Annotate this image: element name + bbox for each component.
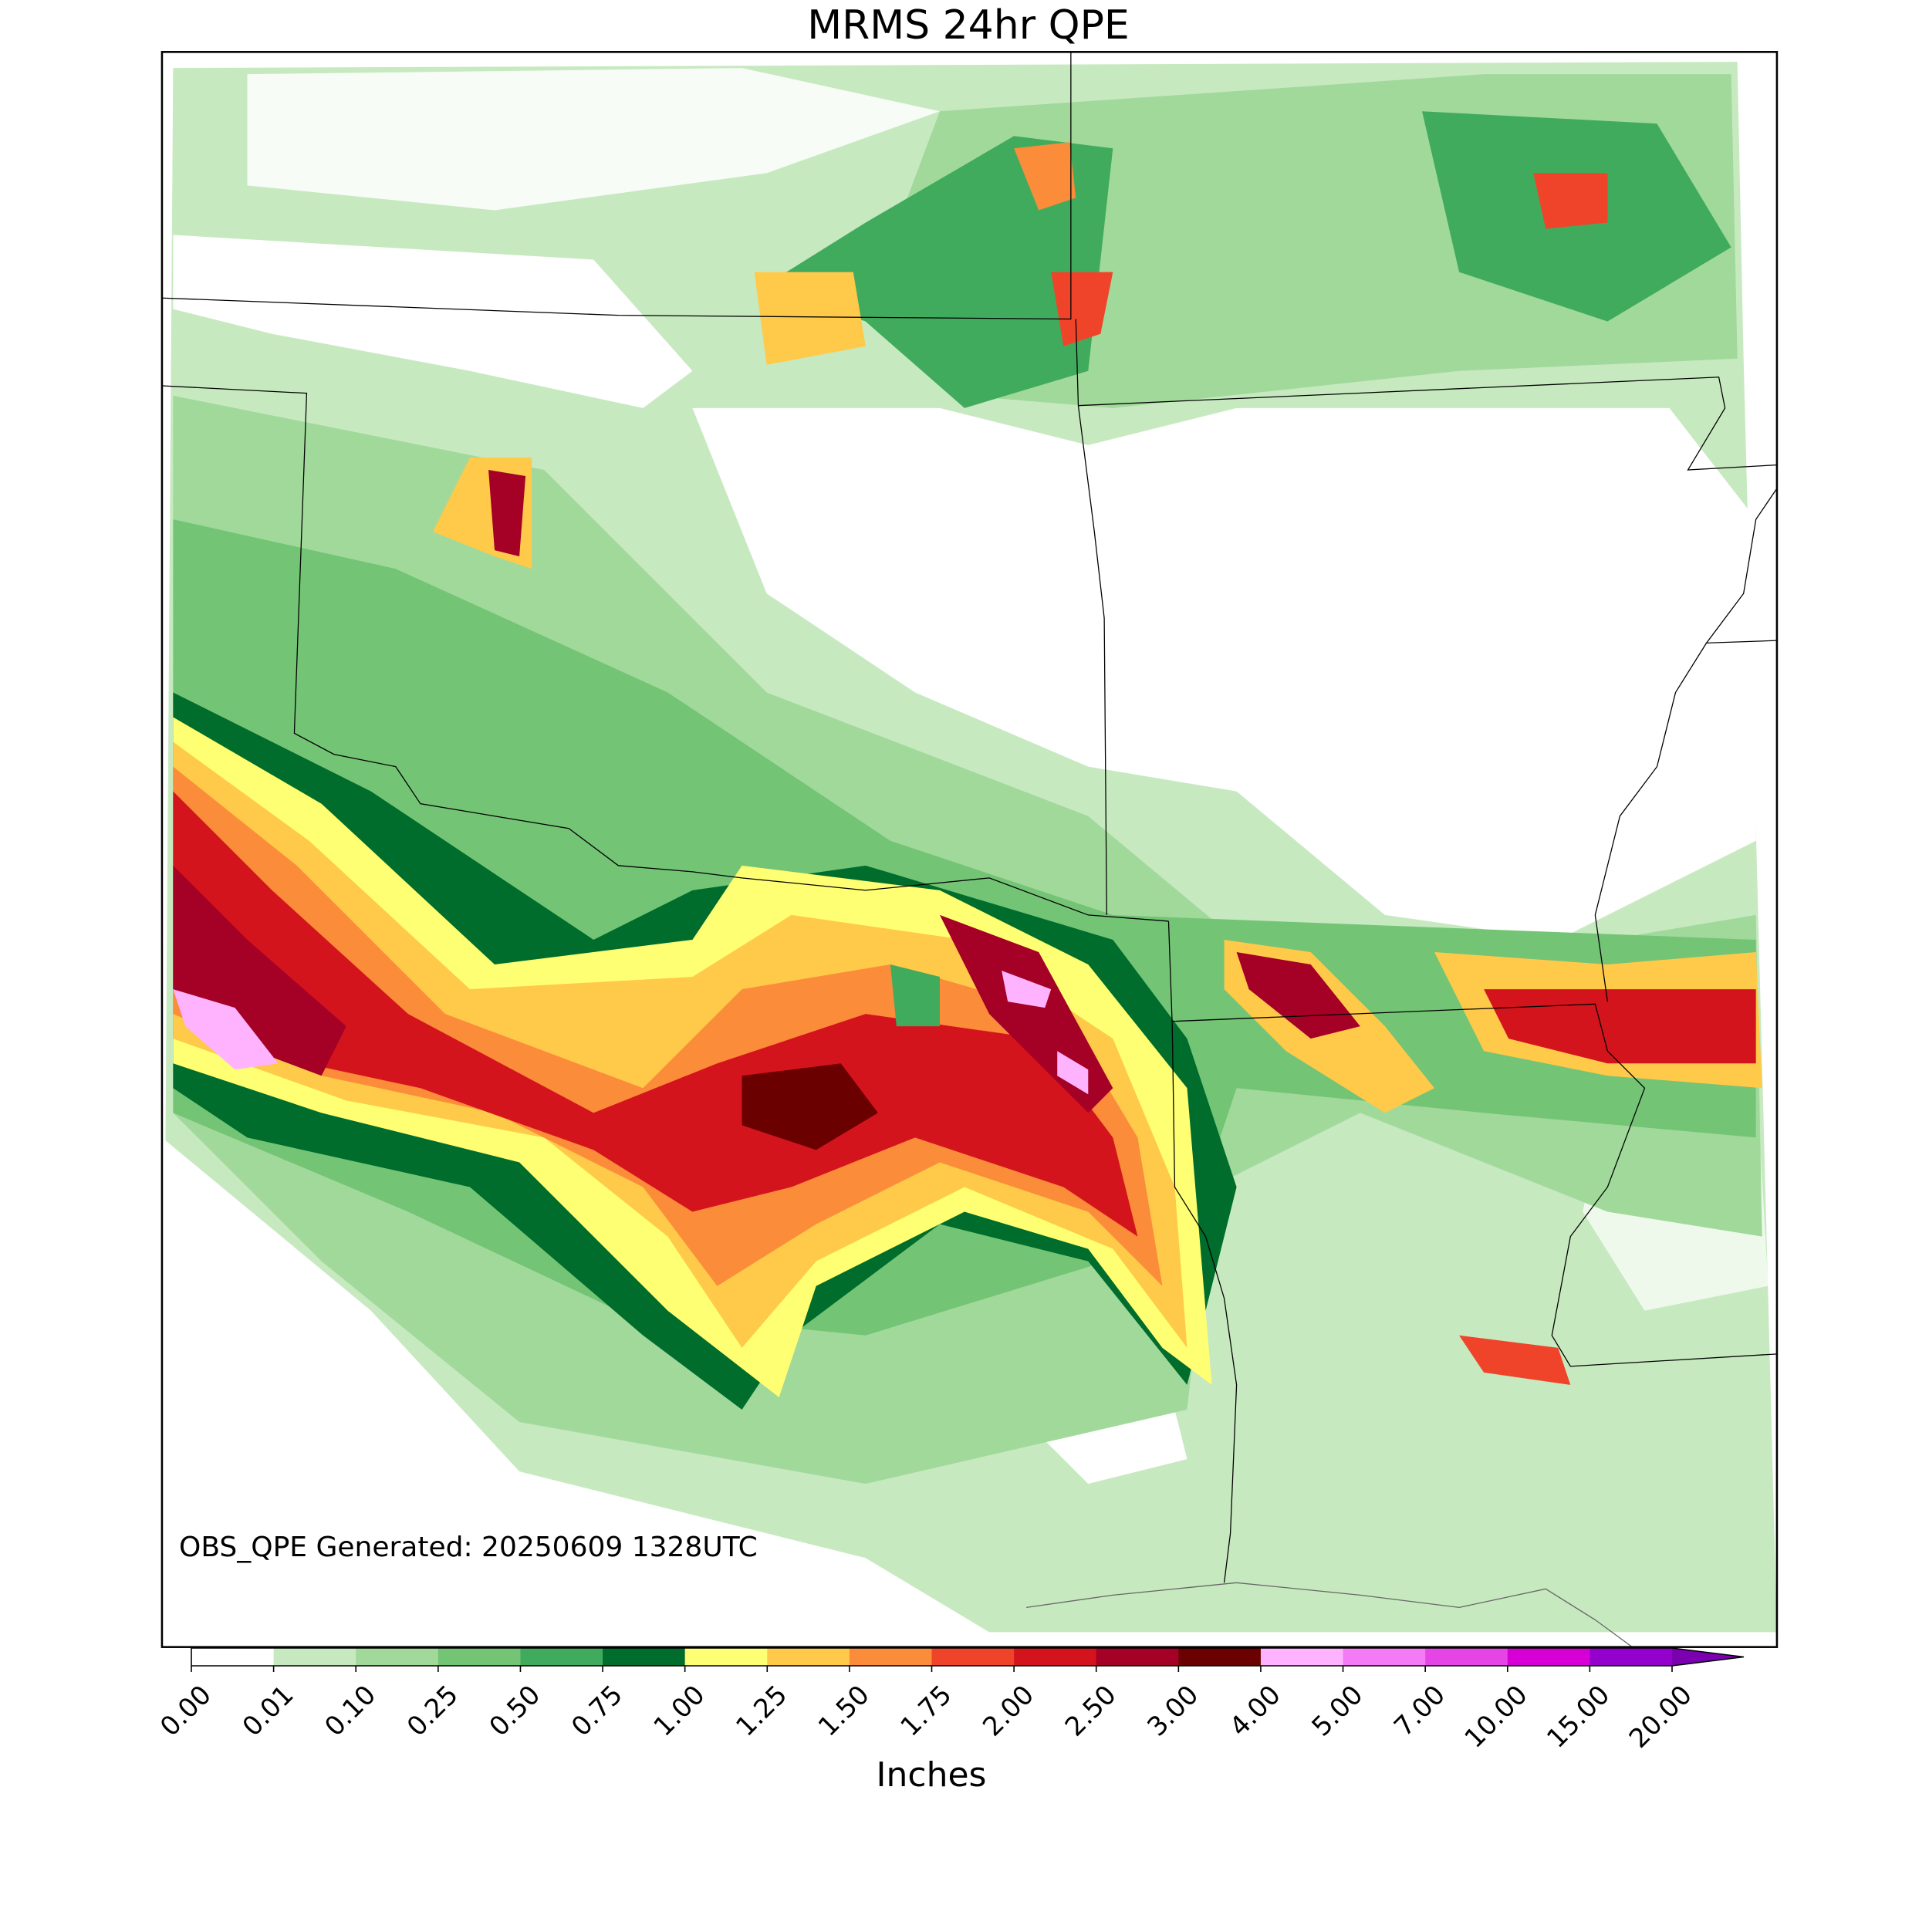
colorbar-segment: [684, 1648, 768, 1666]
map: [160, 51, 1779, 1648]
colorbar-tick-label: 2.50: [1059, 1680, 1123, 1743]
colorbar-segment: [1507, 1648, 1590, 1666]
colorbar-segment: [1260, 1648, 1344, 1666]
colorbar-tick-label: 20.00: [1623, 1680, 1698, 1755]
colorbar-segment: [1343, 1648, 1426, 1666]
colorbar-tick-label: 0.25: [401, 1680, 465, 1743]
colorbar-segment: [273, 1648, 356, 1666]
colorbar-tick-label: 1.25: [730, 1680, 793, 1743]
colorbar: 0.00 0.01 0.10 0.25 0.50 0.75 1.00 1.25 1.50 1.75…: [154, 1647, 1745, 1755]
colorbar-tick-label: 0.10: [319, 1680, 382, 1743]
title: MRMS 24hr QPE: [807, 2, 1130, 49]
colorbar-tick-label: 0.50: [484, 1680, 547, 1743]
colorbar-segment: [1096, 1648, 1179, 1666]
colorbar-tick-label: 4.00: [1224, 1680, 1287, 1743]
colorbar-outline: [191, 1647, 1745, 1667]
colorbar-tick-label: 10.00: [1459, 1680, 1534, 1755]
colorbar-tick-label: 1.50: [812, 1680, 876, 1743]
colorbar-segment: [931, 1648, 1015, 1666]
colorbar-tick-label: 2.00: [977, 1680, 1040, 1743]
colorbar-segment: [437, 1648, 521, 1666]
colorbar-segment: [1589, 1648, 1673, 1666]
colorbar-tick-label: 1.75: [895, 1680, 958, 1743]
colorbar-segment: [1014, 1648, 1097, 1666]
colorbar-tick-label: 1.00: [648, 1680, 711, 1743]
colorbar-tick-label: 0.75: [566, 1680, 629, 1743]
colorbar-tick-label: 15.00: [1541, 1680, 1616, 1755]
colorbar-tick-label: 0.01: [237, 1680, 300, 1743]
colorbar-segment: [191, 1648, 275, 1666]
colorbar-label: Inches: [877, 1755, 987, 1795]
colorbar-tick-label: 3.00: [1141, 1680, 1204, 1743]
colorbar-segment: [767, 1648, 850, 1666]
colorbar-segment: [1178, 1648, 1262, 1666]
colorbar-segment: [1425, 1648, 1508, 1666]
colorbar-tick-label: 5.00: [1306, 1680, 1370, 1743]
colorbar-segment: [520, 1648, 603, 1666]
colorbar-tick-label: 0.00: [154, 1680, 218, 1743]
colorbar-segment: [849, 1648, 932, 1666]
colorbar-segment: [356, 1648, 439, 1666]
colorbar-segment: [603, 1648, 686, 1666]
colorbar-tick-label: 7.00: [1388, 1680, 1451, 1743]
annotation: OBS_QPE Generated: 20250609 1328UTC: [179, 1532, 758, 1563]
colorbar-extend: [1672, 1648, 1744, 1666]
